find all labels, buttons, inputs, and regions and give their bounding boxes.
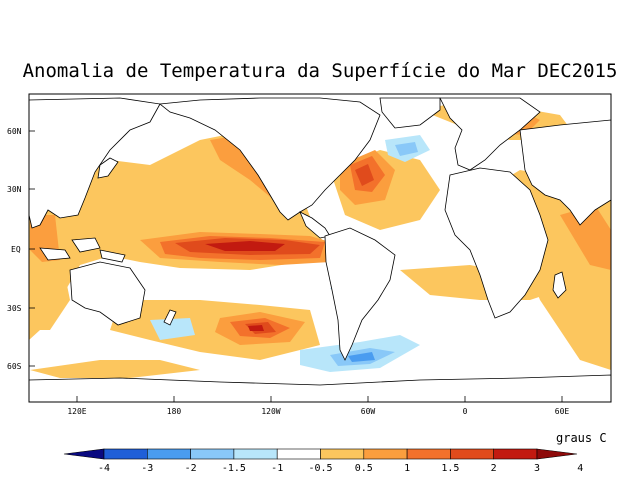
legend-label: -3	[141, 463, 153, 474]
lat-label-60s: 60S	[7, 362, 22, 371]
legend-label: 4	[577, 463, 583, 474]
legend-label: -1	[271, 463, 283, 474]
land-indonesia	[39, 237, 126, 263]
lon-label-60w: 60W	[361, 407, 376, 416]
map-panel: 60N 30N EQ 30S 60S 120E 180 120W 60W 0 6…	[7, 93, 612, 416]
land-new-zealand	[163, 309, 177, 326]
land-middle-east-india	[519, 119, 611, 226]
land-europe	[439, 97, 541, 171]
map-title: Anomalia de Temperatura da Superfície do…	[22, 60, 618, 82]
land-africa	[444, 167, 549, 319]
legend-label: -0.5	[308, 463, 332, 474]
legend-swatch	[406, 448, 451, 460]
lat-label-eq: EQ	[11, 245, 21, 254]
legend-label: -4	[98, 463, 110, 474]
legend-label: 1.5	[441, 463, 459, 474]
map-frame	[28, 93, 612, 403]
anomaly-neg-1.5-2	[348, 352, 375, 362]
color-legend: -4 -3 -2 -1.5 -1 -0.5 0.5 1 1.5 2 3 4	[63, 448, 583, 474]
lat-label-30n: 30N	[7, 185, 22, 194]
legend-label: -2	[185, 463, 197, 474]
lon-label-120w: 120W	[261, 407, 280, 416]
legend-labels: -4 -3 -2 -1.5 -1 -0.5 0.5 1 1.5 2 3 4	[98, 463, 583, 474]
legend-swatch	[493, 448, 538, 460]
legend-swatch-max	[536, 448, 578, 460]
legend-label: 0.5	[355, 463, 373, 474]
legend-swatches	[63, 448, 578, 460]
legend-swatch-min	[63, 448, 105, 460]
lat-label-60n: 60N	[7, 127, 22, 136]
land-japan	[97, 157, 119, 179]
land-madagascar	[552, 271, 567, 299]
land-north-america	[158, 97, 381, 221]
latitude-axis: 60N 30N EQ 30S 60S	[7, 127, 35, 371]
legend-swatch	[450, 448, 494, 460]
legend-swatch	[320, 448, 365, 460]
units-label: graus C	[556, 431, 607, 445]
legend-label: 1	[404, 463, 410, 474]
land-south-america	[324, 227, 396, 361]
land-antarctica	[29, 374, 611, 402]
legend-swatch	[276, 448, 321, 460]
lon-label-60e: 60E	[555, 407, 570, 416]
longitude-axis: 120E 180 120W 60W 0 60E	[67, 396, 569, 416]
lat-label-30s: 30S	[7, 304, 22, 313]
lon-label-180: 180	[167, 407, 182, 416]
legend-label: -1.5	[222, 463, 246, 474]
lon-label-120e: 120E	[67, 407, 86, 416]
land-australia	[69, 261, 146, 326]
legend-label: 3	[534, 463, 540, 474]
legend-swatch	[233, 448, 278, 460]
land-masses	[29, 97, 611, 402]
legend-swatch	[147, 448, 191, 460]
lon-label-0: 0	[463, 407, 468, 416]
legend-swatch	[103, 448, 148, 460]
legend-label: 2	[491, 463, 497, 474]
legend-swatch	[363, 448, 408, 460]
anomaly-3-4	[205, 241, 285, 331]
land-asia-east	[29, 97, 161, 229]
legend-swatch	[190, 448, 235, 460]
